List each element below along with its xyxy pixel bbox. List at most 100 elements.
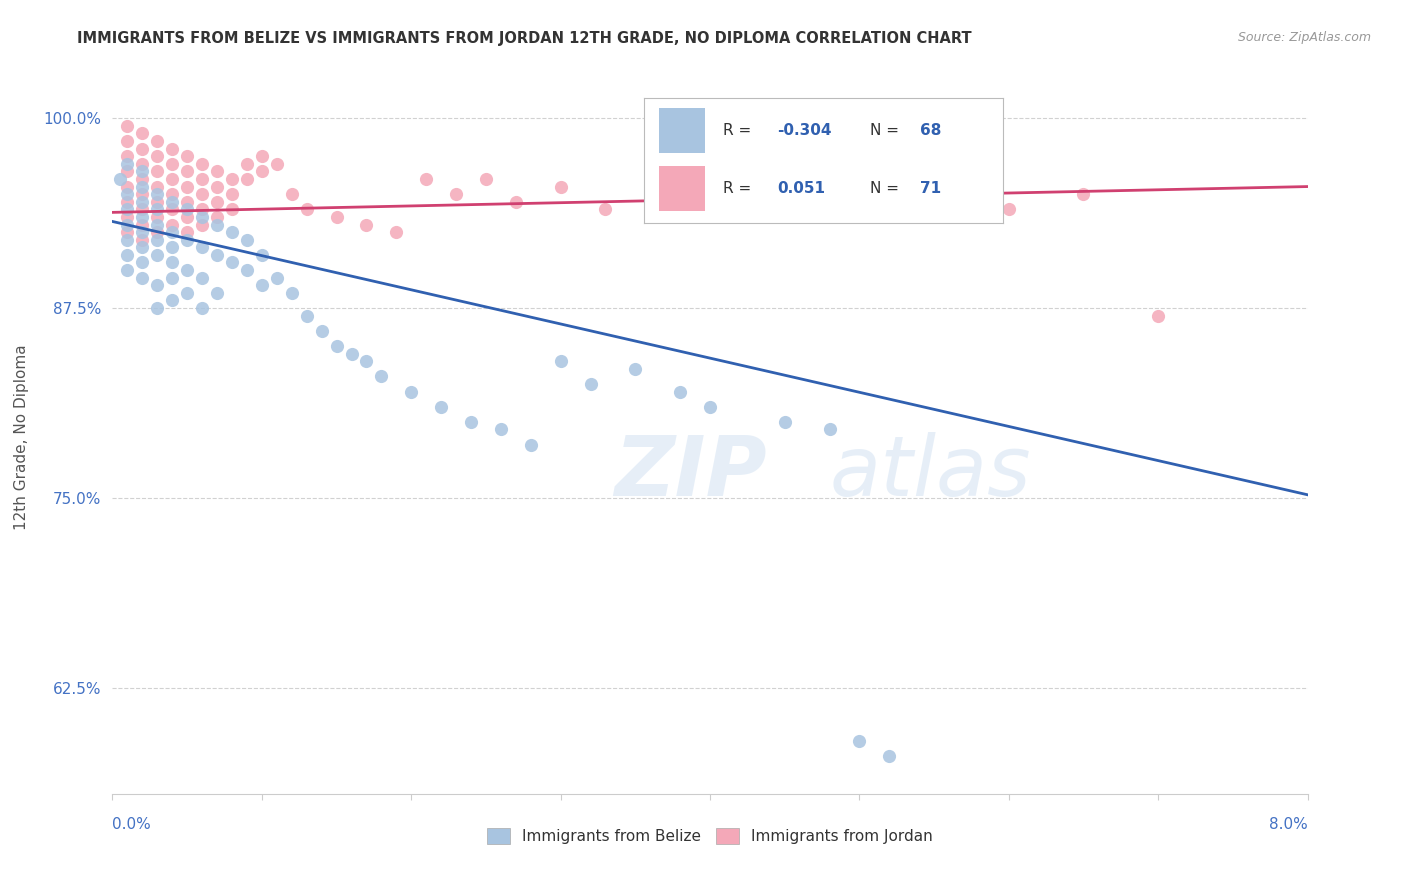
Point: [295, 202, 318, 217]
Point: [430, 400, 453, 414]
Point: [595, 202, 617, 217]
Point: [162, 218, 183, 232]
Point: [146, 225, 169, 239]
Point: [162, 240, 183, 254]
Point: [266, 157, 288, 171]
Point: [146, 210, 169, 224]
Point: [162, 172, 183, 186]
Point: [131, 255, 153, 269]
Point: [117, 218, 139, 232]
Point: [236, 157, 259, 171]
Point: [117, 119, 139, 133]
Point: [162, 225, 183, 239]
Text: 8.0%: 8.0%: [1268, 817, 1308, 831]
Point: [221, 202, 243, 217]
Point: [205, 179, 228, 194]
Point: [669, 384, 692, 399]
Point: [579, 376, 602, 391]
Point: [444, 187, 467, 202]
Point: [131, 179, 153, 194]
Point: [131, 202, 153, 217]
Point: [848, 733, 870, 747]
Point: [356, 218, 378, 232]
Point: [108, 172, 131, 186]
Point: [176, 285, 198, 300]
Point: [191, 210, 214, 224]
Point: [131, 172, 153, 186]
Point: [146, 218, 169, 232]
Point: [176, 164, 198, 178]
Point: [162, 194, 183, 209]
Point: [250, 248, 273, 262]
Point: [922, 194, 945, 209]
Point: [162, 293, 183, 308]
Point: [266, 270, 288, 285]
Point: [117, 179, 139, 194]
Point: [117, 233, 139, 247]
Point: [311, 324, 333, 338]
Text: ZIP: ZIP: [614, 433, 768, 513]
Point: [236, 233, 259, 247]
Point: [877, 748, 901, 763]
Point: [340, 346, 363, 360]
Point: [146, 301, 169, 315]
Point: [117, 134, 139, 148]
Point: [191, 270, 214, 285]
Point: [221, 225, 243, 239]
Text: Source: ZipAtlas.com: Source: ZipAtlas.com: [1237, 31, 1371, 45]
Point: [146, 179, 169, 194]
Point: [146, 194, 169, 209]
Point: [475, 172, 498, 186]
Point: [460, 415, 482, 429]
Point: [221, 255, 243, 269]
Point: [1147, 309, 1170, 323]
Point: [162, 202, 183, 217]
Point: [191, 202, 214, 217]
Point: [131, 270, 153, 285]
Point: [191, 172, 214, 186]
Point: [117, 194, 139, 209]
Point: [250, 149, 273, 163]
Point: [818, 179, 841, 194]
Point: [176, 263, 198, 277]
Point: [356, 354, 378, 368]
Text: IMMIGRANTS FROM BELIZE VS IMMIGRANTS FROM JORDAN 12TH GRADE, NO DIPLOMA CORRELAT: IMMIGRANTS FROM BELIZE VS IMMIGRANTS FRO…: [77, 31, 972, 46]
Point: [162, 157, 183, 171]
Point: [131, 157, 153, 171]
Point: [146, 233, 169, 247]
Point: [131, 187, 153, 202]
Point: [131, 194, 153, 209]
Point: [117, 225, 139, 239]
Point: [176, 225, 198, 239]
Point: [131, 164, 153, 178]
Point: [131, 218, 153, 232]
Point: [117, 210, 139, 224]
Point: [236, 263, 259, 277]
Point: [250, 164, 273, 178]
Point: [520, 438, 543, 452]
Point: [205, 194, 228, 209]
Point: [176, 149, 198, 163]
Point: [624, 361, 647, 376]
Point: [162, 255, 183, 269]
Point: [385, 225, 408, 239]
Point: [281, 285, 304, 300]
Point: [1073, 187, 1095, 202]
Point: [146, 187, 169, 202]
Point: [117, 202, 139, 217]
Point: [489, 422, 512, 436]
Point: [205, 218, 228, 232]
Point: [131, 240, 153, 254]
Point: [146, 248, 169, 262]
Point: [205, 248, 228, 262]
Text: 0.0%: 0.0%: [112, 817, 152, 831]
Point: [162, 142, 183, 156]
Point: [818, 422, 841, 436]
Point: [191, 218, 214, 232]
Point: [176, 179, 198, 194]
Point: [669, 172, 692, 186]
Point: [998, 202, 1021, 217]
Point: [191, 187, 214, 202]
Point: [131, 127, 153, 141]
Point: [415, 172, 437, 186]
